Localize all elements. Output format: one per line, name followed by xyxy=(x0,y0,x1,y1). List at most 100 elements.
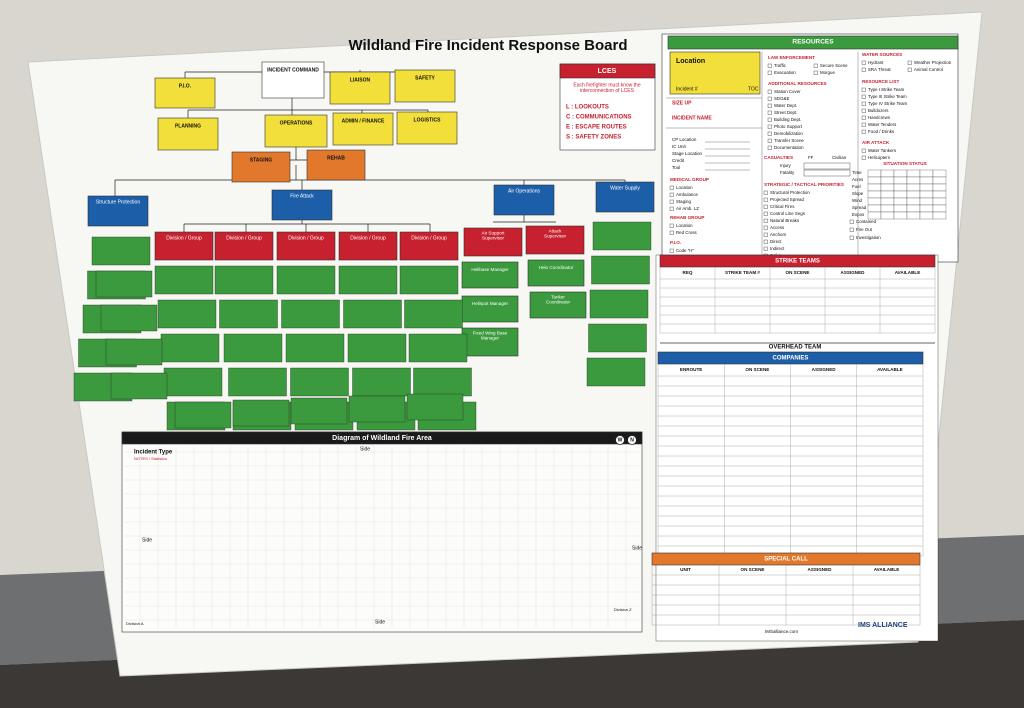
section-item: Indirect xyxy=(770,246,785,251)
section-item: Documentation xyxy=(774,145,804,150)
location-box xyxy=(669,51,761,95)
checkbox xyxy=(861,94,866,99)
info-line: CP Location xyxy=(672,137,697,142)
lces-header xyxy=(559,63,656,79)
size-up: SIZE UP xyxy=(672,100,692,106)
division-z: Division Z xyxy=(614,607,632,612)
situation-cell xyxy=(867,204,882,213)
situation-check: Investigation xyxy=(856,235,881,240)
section-item: Projected Spread xyxy=(770,197,804,202)
checkbox xyxy=(767,145,772,150)
tables-area xyxy=(655,254,939,642)
situation-row: Acres xyxy=(852,177,864,182)
checkbox xyxy=(763,232,768,237)
checkbox xyxy=(669,192,674,197)
side-label: Side xyxy=(632,545,642,551)
checkbox xyxy=(861,101,866,106)
checkbox xyxy=(861,60,866,65)
lces-item: S : SAFETY ZONES xyxy=(566,135,621,141)
info-line: Credit xyxy=(672,158,685,163)
position-box xyxy=(586,357,646,387)
checkbox xyxy=(767,89,772,94)
position-box xyxy=(591,255,650,285)
table-column: ON SCENE xyxy=(741,567,765,572)
section-title: MEDICAL GROUP xyxy=(670,177,709,182)
situation-cell xyxy=(932,204,947,213)
checkbox xyxy=(669,206,674,211)
position-box xyxy=(588,323,647,353)
branch-box xyxy=(87,195,149,227)
checkbox xyxy=(763,211,768,216)
section-item: Structural Protection xyxy=(770,190,810,195)
org-label: OPERATIONS xyxy=(280,120,313,126)
checkbox xyxy=(763,246,768,251)
checkbox xyxy=(861,87,866,92)
section-item: Type III Strike Team xyxy=(868,94,907,99)
table-column: AVAILABLE xyxy=(874,567,900,572)
section-item: Morgue xyxy=(820,70,835,75)
brand: IMS ALLIANCE xyxy=(858,622,908,629)
org-box xyxy=(154,77,216,109)
position-box xyxy=(100,304,158,332)
checkbox xyxy=(861,148,866,153)
air-label: Air Support Supervisor xyxy=(482,231,506,241)
casualty-cell xyxy=(803,162,851,170)
checkbox xyxy=(763,190,768,195)
section-item: Street Dept. xyxy=(774,110,797,115)
table-column: ASSIGNED xyxy=(841,270,866,275)
situation-cell xyxy=(919,176,934,185)
checkbox xyxy=(669,223,674,228)
position-box xyxy=(163,367,223,397)
situation-cell xyxy=(932,197,947,206)
air-label: Fixed Wing Base Manager xyxy=(473,331,508,341)
checkbox xyxy=(763,239,768,244)
table-column: AVAILABLE xyxy=(877,367,903,372)
situation-cell xyxy=(893,197,908,206)
diagram-area xyxy=(121,431,643,633)
situation-cell xyxy=(880,197,895,206)
section-item: Water Dept. xyxy=(774,103,797,108)
incident-no: Incident # xyxy=(676,86,698,92)
checkbox xyxy=(767,63,772,68)
section-title: WATER SOURCES xyxy=(862,52,902,57)
checkbox xyxy=(861,122,866,127)
org-label: ADMIN / FINANCE xyxy=(342,118,385,124)
situation-title: SITUATION STATUS xyxy=(883,161,926,166)
situation-cell xyxy=(919,197,934,206)
checkbox xyxy=(767,138,772,143)
situation-cell xyxy=(867,169,882,178)
table-column: REQ xyxy=(683,270,693,275)
compass-circle xyxy=(615,435,625,445)
situation-cell xyxy=(932,211,947,220)
air-box xyxy=(529,291,587,319)
position-box xyxy=(589,289,649,319)
checkbox xyxy=(669,230,674,235)
checkbox xyxy=(861,108,866,113)
section-item: Food / Drinks xyxy=(868,129,895,134)
situation-cell xyxy=(906,211,921,220)
division-box xyxy=(338,231,398,261)
position-box xyxy=(232,399,290,427)
section-item: Code "H" xyxy=(676,248,694,253)
position-box xyxy=(214,265,274,295)
situation-cell xyxy=(906,190,921,199)
division-a: Division A xyxy=(126,621,144,626)
compass-circle xyxy=(627,435,637,445)
situation-cell xyxy=(880,176,895,185)
position-box xyxy=(408,333,468,363)
resources-title: RESOURCES xyxy=(792,39,834,46)
section-item: Bulldozers xyxy=(868,108,889,113)
situation-cell xyxy=(880,190,895,199)
branch-box xyxy=(493,184,555,216)
section-item: Anchors xyxy=(770,232,787,237)
situation-row: Time xyxy=(852,170,862,175)
section-item: Water Tenders xyxy=(868,122,897,127)
section-item: Traffic xyxy=(774,63,787,68)
section-item: Direct xyxy=(770,239,782,244)
situation-cell xyxy=(932,183,947,192)
org-label: REHAB xyxy=(327,155,345,161)
checkbox xyxy=(813,70,818,75)
casualties-row: Fatality xyxy=(780,170,795,175)
division-box xyxy=(154,231,214,261)
